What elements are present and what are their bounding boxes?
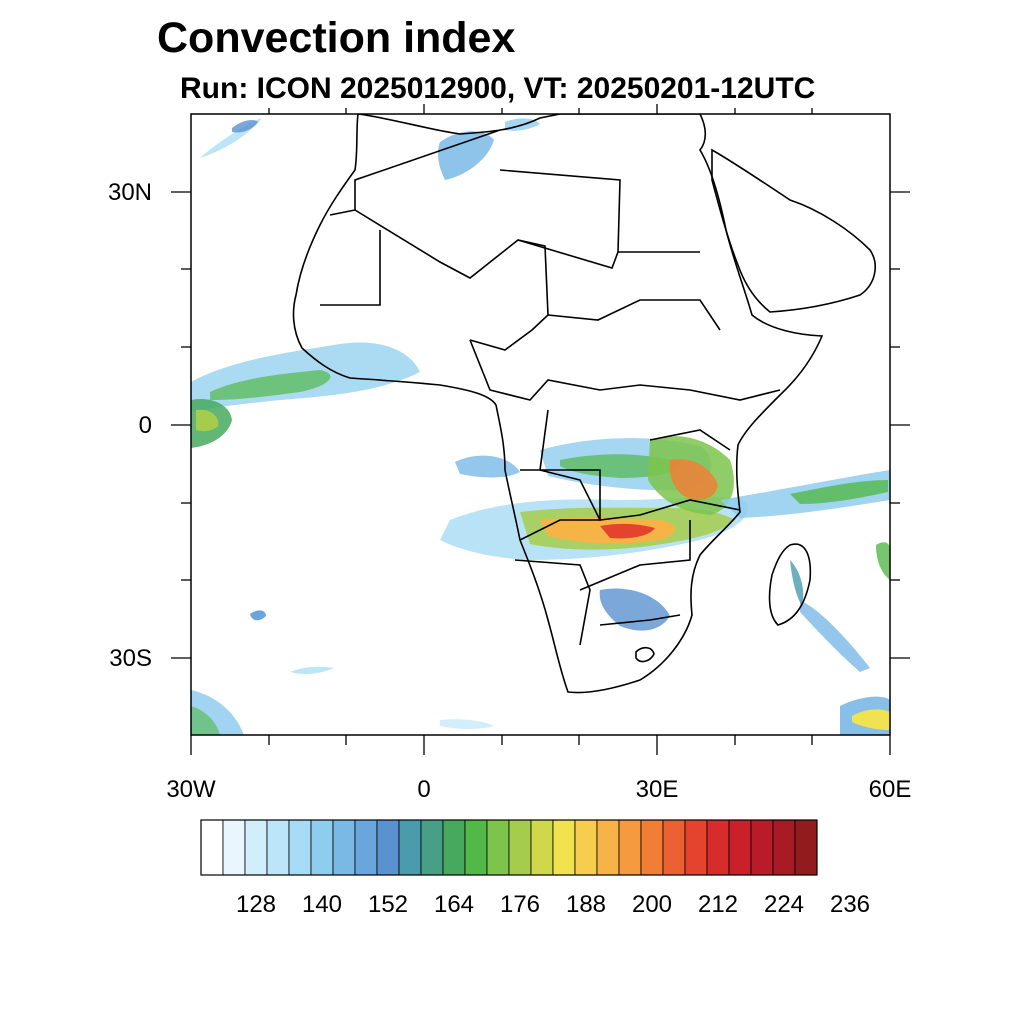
atlantic-north-cell	[232, 120, 258, 133]
colorbar-label: 176	[500, 891, 540, 918]
madagascar-streak	[790, 560, 804, 606]
border-14	[329, 129, 501, 216]
x-tick-label-0: 0	[417, 776, 430, 803]
colorbar-box	[464, 819, 488, 876]
colorbar-box	[618, 819, 642, 876]
colorbar-box	[794, 819, 818, 876]
colorbar-box	[398, 819, 422, 876]
colorbar-box	[508, 819, 532, 876]
border-5	[320, 230, 381, 306]
plot-area	[191, 114, 890, 735]
colorbar-box	[574, 819, 598, 876]
colorbar-label: 224	[764, 891, 804, 918]
border-2	[517, 239, 700, 269]
colorbar-label: 200	[632, 891, 672, 918]
itcz-west-core	[210, 370, 331, 400]
y-tick-label-30n: 30N	[108, 179, 152, 206]
colorbar-label: 212	[698, 891, 738, 918]
colorbar-box	[750, 819, 774, 876]
indian-ocean-core	[790, 480, 888, 504]
colorbar-box	[266, 819, 290, 876]
colorbar	[200, 819, 818, 876]
border-3	[499, 169, 621, 253]
x-tick-label-30e: 30E	[636, 776, 679, 803]
convection-field	[191, 118, 890, 735]
colorbar-box	[354, 819, 378, 876]
colorbar-frame	[200, 819, 818, 876]
border-6	[469, 339, 691, 401]
colorbar-box	[706, 819, 730, 876]
border-11	[599, 614, 681, 626]
madagascar-coastline	[768, 543, 812, 626]
border-9	[514, 559, 591, 646]
atlantic-equator-core	[196, 409, 219, 432]
colorbar-box	[442, 819, 466, 876]
y-tick-label-0: 0	[139, 412, 152, 439]
axis-ticks	[171, 104, 910, 755]
border-13	[689, 389, 781, 401]
colorbar-labels: 128 140 152 164 176 188 200 212 224 236	[236, 891, 870, 918]
border-8	[519, 469, 601, 541]
y-tick-label-30s: 30S	[109, 645, 152, 672]
colorbar-label: 164	[434, 891, 474, 918]
mozambique-band	[800, 600, 870, 672]
arabia-coastline	[711, 148, 876, 313]
colorbar-label: 152	[368, 891, 408, 918]
chart-subtitle: Run: ICON 2025012900, VT: 20250201-12UTC	[180, 72, 816, 105]
coastlines-borders	[292, 114, 876, 694]
colorbar-label: 128	[236, 891, 276, 918]
x-tick-label-60e: 60E	[869, 776, 912, 803]
south-atlantic-patch-2	[290, 666, 334, 675]
colorbar-box	[530, 819, 554, 876]
colorbar-box	[332, 819, 356, 876]
chart-title: Convection index	[157, 14, 516, 62]
south-atlantic-patch-3	[440, 719, 494, 729]
colorbar-box	[684, 819, 708, 876]
colorbar-box	[244, 819, 268, 876]
colorbar-box	[486, 819, 510, 876]
colorbar-box	[200, 819, 224, 876]
border-1	[354, 209, 549, 351]
x-tick-label-30w: 30W	[166, 776, 216, 803]
colorbar-box	[772, 819, 796, 876]
south-atlantic-patch-1	[250, 610, 266, 621]
colorbar-box	[420, 819, 444, 876]
colorbar-box	[596, 819, 620, 876]
colorbar-label: 140	[302, 891, 342, 918]
colorbar-box	[728, 819, 752, 876]
sacz-core	[600, 523, 655, 539]
border-12	[649, 429, 731, 451]
lesotho	[635, 646, 655, 663]
se-corner-core	[852, 709, 890, 730]
colorbar-box	[310, 819, 334, 876]
colorbar-box	[640, 819, 664, 876]
colorbar-box	[376, 819, 400, 876]
border-10	[579, 520, 691, 591]
east-edge-cell	[876, 542, 890, 580]
colorbar-box	[552, 819, 576, 876]
colorbar-label: 188	[566, 891, 606, 918]
sw-corner-core	[191, 706, 220, 735]
east-africa-core	[669, 459, 718, 501]
gulf-guinea-band	[455, 455, 520, 478]
border-4	[547, 299, 721, 331]
colorbar-box	[288, 819, 312, 876]
mediterranean-cell-1	[437, 131, 494, 180]
africa-coastline	[292, 114, 824, 694]
colorbar-box	[222, 819, 246, 876]
colorbar-label: 236	[830, 891, 870, 918]
colorbar-box	[662, 819, 686, 876]
